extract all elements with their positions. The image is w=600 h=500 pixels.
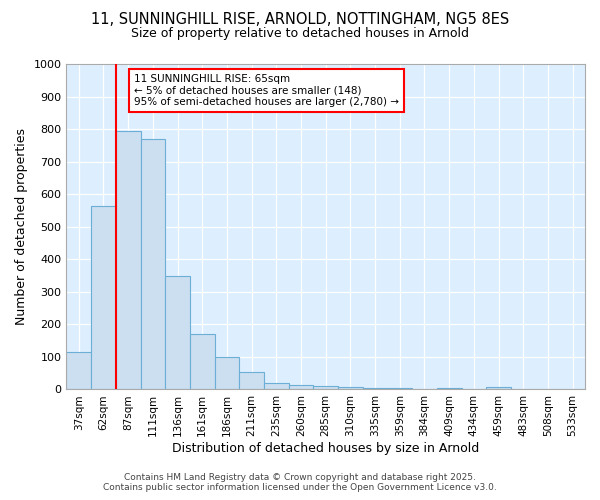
- Bar: [116, 130, 140, 390]
- Text: Size of property relative to detached houses in Arnold: Size of property relative to detached ho…: [131, 28, 469, 40]
- Bar: [190, 334, 215, 390]
- Text: 11, SUNNINGHILL RISE, ARNOLD, NOTTINGHAM, NG5 8ES: 11, SUNNINGHILL RISE, ARNOLD, NOTTINGHAM…: [91, 12, 509, 28]
- Bar: [165, 276, 190, 390]
- Bar: [313, 386, 338, 390]
- Bar: [363, 388, 388, 390]
- Text: 11 SUNNINGHILL RISE: 65sqm
← 5% of detached houses are smaller (148)
95% of semi: 11 SUNNINGHILL RISE: 65sqm ← 5% of detac…: [134, 74, 399, 107]
- Bar: [388, 388, 412, 390]
- Bar: [215, 357, 239, 390]
- Text: Contains HM Land Registry data © Crown copyright and database right 2025.
Contai: Contains HM Land Registry data © Crown c…: [103, 473, 497, 492]
- X-axis label: Distribution of detached houses by size in Arnold: Distribution of detached houses by size …: [172, 442, 479, 455]
- Bar: [289, 384, 313, 390]
- Bar: [338, 387, 363, 390]
- Bar: [239, 372, 264, 390]
- Bar: [140, 139, 165, 390]
- Bar: [264, 383, 289, 390]
- Bar: [91, 206, 116, 390]
- Bar: [67, 352, 91, 390]
- Bar: [437, 388, 461, 390]
- Y-axis label: Number of detached properties: Number of detached properties: [15, 128, 28, 325]
- Bar: [486, 387, 511, 390]
